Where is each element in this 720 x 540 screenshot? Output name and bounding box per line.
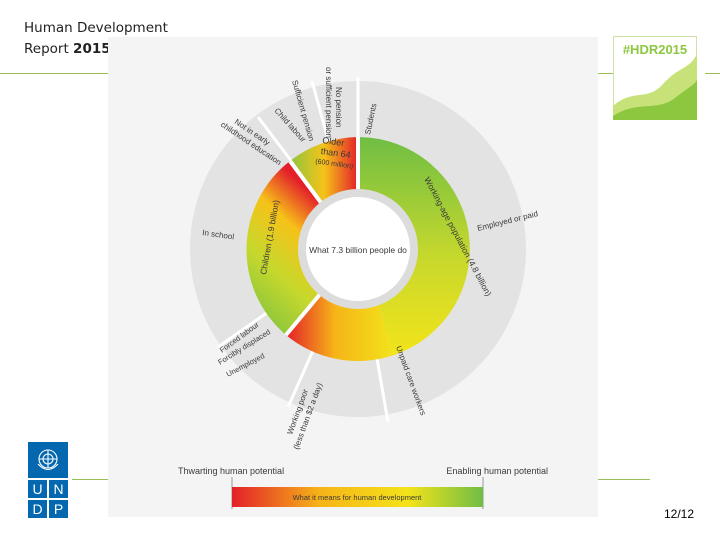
title-line-2-prefix: Report <box>24 41 74 57</box>
human-development-figure: What 7.3 billion people do Working-age p… <box>108 37 598 517</box>
undp-letter-box-d <box>28 500 47 518</box>
older-label-line-1: Older <box>322 135 345 148</box>
no-pension-label: No pension or sufficient pension <box>324 67 343 138</box>
no-pension-line-1: No pension <box>334 87 343 127</box>
center-label: What 7.3 billion people do <box>309 245 407 255</box>
inner-ring-dividers <box>284 137 360 337</box>
no-pension-line-2: or sufficient pension <box>324 67 333 138</box>
undp-logo: U N D P <box>28 442 68 523</box>
center-disc <box>306 197 410 301</box>
working-poor-segment <box>286 293 394 362</box>
footer-rule-left <box>72 479 108 480</box>
header-rule-far-right <box>705 73 720 74</box>
scale-bar-label: What it means for human development <box>293 493 423 502</box>
older-segment <box>290 137 358 204</box>
in-school-label: In school <box>202 228 235 241</box>
donut-diagram: What 7.3 billion people do Working-age p… <box>178 67 548 509</box>
undp-letter-p: P <box>54 501 63 517</box>
page-number: 12/12 <box>664 507 695 521</box>
header-rule-right <box>598 73 613 74</box>
scale-bar <box>232 487 483 507</box>
footer-rule-right <box>598 479 650 480</box>
un-emblem-icon <box>37 449 59 471</box>
badge-hill-front <box>613 80 697 120</box>
children-segment <box>246 161 322 335</box>
older-label-line-2: than 64 <box>320 146 351 160</box>
undp-letter-d: D <box>32 501 42 517</box>
undp-letter-box-u <box>28 480 47 498</box>
header-rule-left <box>0 73 108 74</box>
undp-letter-u: U <box>32 481 42 497</box>
undp-letter-box-p <box>49 500 68 518</box>
badge-text: #HDR2015 <box>623 42 687 57</box>
title-year: 2015 <box>73 41 111 57</box>
title-line-1: Human Development <box>24 20 168 36</box>
title-line-2: Report 2015 <box>24 39 168 60</box>
scale-left-label: Thwarting human potential <box>178 466 284 476</box>
slide-title: Human Development Report 2015 <box>24 18 168 60</box>
hdr2015-badge: #HDR2015 <box>613 36 697 120</box>
undp-letter-n: N <box>53 481 63 497</box>
older-label: Older than 64 (600 million) <box>315 135 354 170</box>
scale-right-label: Enabling human potential <box>446 466 548 476</box>
undp-letter-box-n <box>49 480 68 498</box>
